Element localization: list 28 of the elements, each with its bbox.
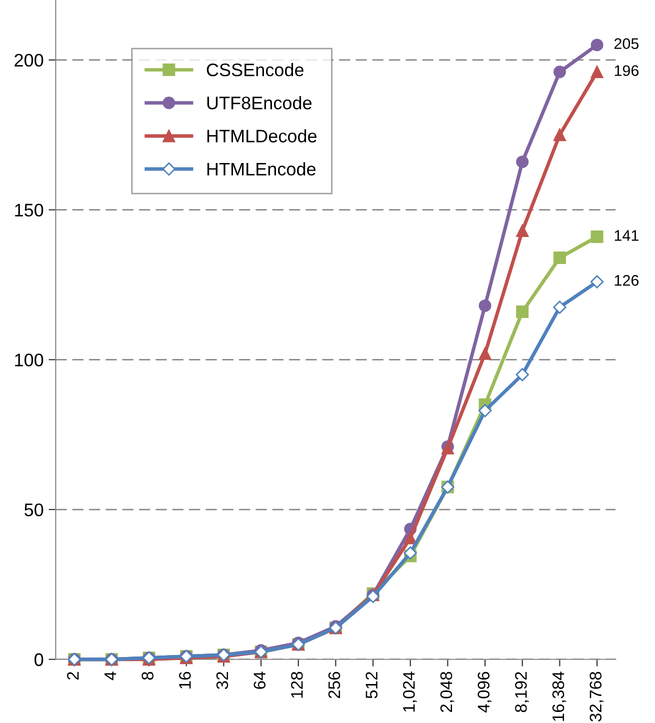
y-tick-label: 200 — [14, 54, 44, 67]
y-tick-label: 0 — [34, 653, 44, 666]
data-label: 196 — [614, 65, 639, 76]
x-tick-label: 16,384 — [552, 672, 566, 721]
y-tick-label: 50 — [24, 503, 44, 516]
x-tick-label: 512 — [366, 672, 378, 698]
data-label: 141 — [614, 230, 638, 241]
x-tick-label: 32,768 — [590, 672, 604, 722]
legend-label: UTF8Encode — [207, 96, 312, 110]
x-tick-label: 8,192 — [515, 672, 529, 712]
x-tick-label: 64 — [254, 672, 266, 689]
x-tick-label: 16 — [179, 672, 191, 688]
x-tick-label: 4 — [104, 672, 116, 680]
data-label: 205 — [614, 38, 639, 50]
y-tick-label: 150 — [15, 204, 44, 217]
x-tick-label: 2 — [67, 672, 79, 680]
legend-label: CSSEncode — [206, 63, 304, 76]
x-tick-label: 128 — [291, 672, 303, 698]
y-tick-label: 100 — [15, 354, 44, 366]
x-tick-label: 1,024 — [403, 672, 417, 712]
x-tick-label: 2,048 — [440, 672, 454, 712]
x-tick-label: 32 — [216, 672, 228, 690]
x-tick-label: 4,096 — [478, 672, 492, 712]
data-label: 126 — [614, 275, 639, 286]
x-tick-label: 8 — [142, 672, 154, 680]
legend-label: HTMLEncode — [207, 162, 316, 176]
x-tick-label: 256 — [328, 672, 340, 698]
legend-label: HTMLDecode — [207, 129, 317, 142]
